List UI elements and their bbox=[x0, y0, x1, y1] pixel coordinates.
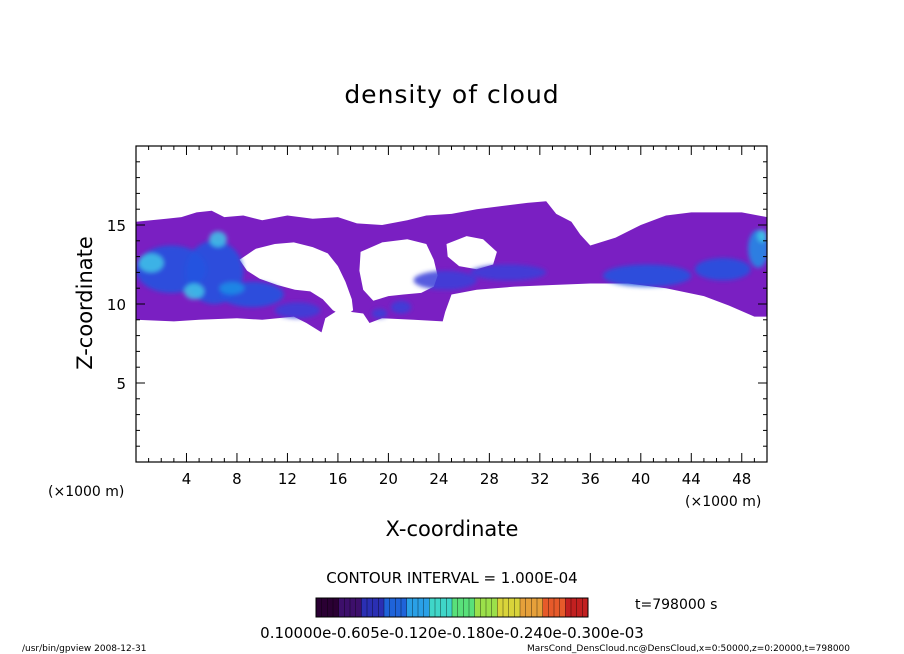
colorbar-segment bbox=[333, 598, 339, 617]
colorbar-segment bbox=[554, 598, 560, 617]
colorbar-segment bbox=[559, 598, 566, 617]
colorbar-segment bbox=[406, 598, 413, 617]
colorbar-segment bbox=[423, 598, 430, 617]
x-tick-label: 16 bbox=[328, 470, 347, 488]
colorbar-segment bbox=[452, 598, 458, 617]
colorbar-segment bbox=[503, 598, 509, 617]
colorbar-segment bbox=[537, 598, 543, 617]
colorbar-segment bbox=[548, 598, 555, 617]
colorbar-labels: 0.10000e-0.605e-0.120e-0.180e-0.240e-0.3… bbox=[260, 624, 644, 642]
x-tick-label: 40 bbox=[631, 470, 650, 488]
colorbar-segment bbox=[372, 598, 379, 617]
colorbar-segment bbox=[435, 598, 441, 617]
y-tick-label: 10 bbox=[107, 296, 126, 314]
density-core-13 bbox=[757, 229, 767, 243]
x-tick-label: 32 bbox=[530, 470, 549, 488]
footer-right: MarsCond_DensCloud.nc@DensCloud,x=0:5000… bbox=[527, 644, 850, 654]
x-tick-label: 48 bbox=[732, 470, 751, 488]
region-main-cloud-layer bbox=[136, 201, 767, 333]
density-core-8 bbox=[413, 270, 477, 290]
y-axis-label: Z-coordinate bbox=[73, 236, 97, 370]
contour-interval: CONTOUR INTERVAL = 1.000E-04 bbox=[326, 569, 577, 587]
x-tick-label: 4 bbox=[182, 470, 192, 488]
region-gap-left bbox=[239, 242, 354, 317]
colorbar-segment bbox=[327, 598, 334, 617]
x-axis-label: X-coordinate bbox=[386, 517, 519, 541]
colorbar-segment bbox=[571, 598, 577, 617]
x-tick-label: 28 bbox=[480, 470, 499, 488]
colorbar bbox=[315, 597, 589, 618]
colorbar-segment bbox=[469, 598, 475, 617]
x-tick-label: 8 bbox=[232, 470, 242, 488]
density-core-7 bbox=[219, 281, 245, 295]
region-gap-right bbox=[446, 236, 497, 270]
colorbar-segment bbox=[350, 598, 356, 617]
colorbar-segment bbox=[446, 598, 453, 617]
colorbar-segment bbox=[418, 598, 424, 617]
colorbar-segment bbox=[344, 598, 351, 617]
x-tick-label: 20 bbox=[379, 470, 398, 488]
colorbar-segment bbox=[542, 598, 549, 617]
colorbar-segment bbox=[429, 598, 436, 617]
colorbar-segment bbox=[480, 598, 487, 617]
density-core-11 bbox=[695, 258, 751, 281]
colorbar-segment bbox=[531, 598, 538, 617]
density-core-4 bbox=[138, 253, 164, 273]
colorbar-segment bbox=[355, 598, 362, 617]
colorbar-segment bbox=[525, 598, 532, 617]
colorbar-segment bbox=[576, 598, 583, 617]
colorbar-segment bbox=[440, 598, 447, 617]
y-tick-label: 5 bbox=[116, 375, 126, 393]
colorbar-segment bbox=[395, 598, 402, 617]
x-tick-label: 36 bbox=[581, 470, 600, 488]
colorbar-segment bbox=[389, 598, 396, 617]
colorbar-segment bbox=[316, 598, 322, 617]
colorbar-segment bbox=[486, 598, 492, 617]
colorbar-segment bbox=[497, 598, 504, 617]
colorbar-segment bbox=[378, 598, 385, 617]
colorbar-segment bbox=[384, 598, 390, 617]
region-gap-center bbox=[359, 239, 438, 301]
colorbar-segment bbox=[463, 598, 470, 617]
colorbar-segment bbox=[514, 598, 521, 617]
colorbar-segment bbox=[401, 598, 407, 617]
colorbar-segment bbox=[338, 598, 345, 617]
x-unit-right: (×1000 m) bbox=[685, 494, 761, 510]
colorbar-segment bbox=[412, 598, 419, 617]
time-label: t=798000 s bbox=[635, 597, 717, 613]
footer-left: /usr/bin/gpview 2008-12-31 bbox=[22, 644, 146, 654]
density-core-9 bbox=[470, 264, 547, 281]
colorbar-segment bbox=[367, 598, 373, 617]
colorbar-segment bbox=[361, 598, 368, 617]
x-unit-left: (×1000 m) bbox=[48, 484, 124, 500]
colorbar-segment bbox=[474, 598, 481, 617]
x-tick-label: 44 bbox=[682, 470, 701, 488]
density-core-5 bbox=[209, 231, 227, 248]
density-core-14 bbox=[390, 300, 412, 314]
colorbar-segment bbox=[491, 598, 498, 617]
colorbar-segment bbox=[321, 598, 328, 617]
density-core-10 bbox=[602, 264, 692, 287]
colorbar-segment bbox=[457, 598, 464, 617]
x-tick-label: 24 bbox=[429, 470, 448, 488]
colorbar-segment bbox=[520, 598, 526, 617]
density-field bbox=[136, 201, 767, 333]
colorbar-segment bbox=[508, 598, 515, 617]
density-core-3 bbox=[274, 302, 321, 319]
x-tick-label: 12 bbox=[278, 470, 297, 488]
colorbar-frame bbox=[315, 597, 589, 618]
colorbar-segment bbox=[582, 598, 589, 617]
colorbar-segment bbox=[565, 598, 572, 617]
density-core-6 bbox=[184, 283, 205, 300]
density-core-15 bbox=[372, 308, 388, 319]
chart-title: density of cloud bbox=[344, 80, 559, 109]
y-tick-label: 15 bbox=[107, 217, 126, 235]
